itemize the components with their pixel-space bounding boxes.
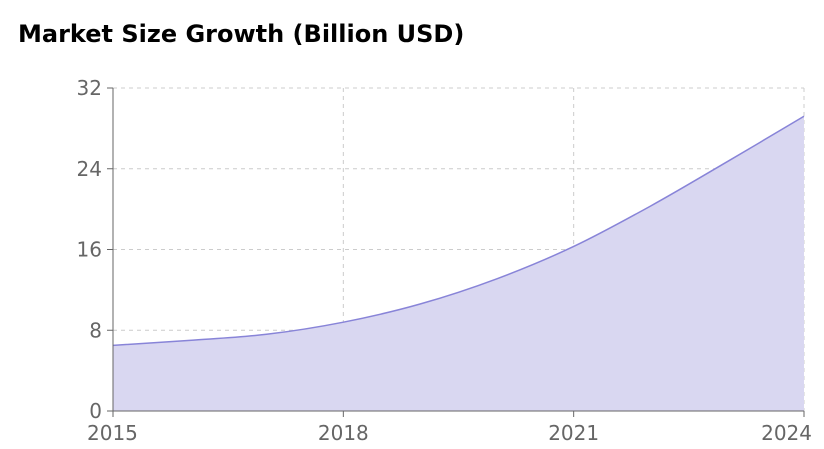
x-tick-label-3: 2024 xyxy=(761,421,812,445)
y-tick-label-3: 24 xyxy=(77,157,102,181)
series-line xyxy=(112,115,805,347)
y-tick-label-0: 0 xyxy=(89,399,102,423)
y-tick-label-4: 32 xyxy=(77,76,102,100)
y-tick-label-2: 16 xyxy=(77,238,102,262)
chart-title: Market Size Growth (Billion USD) xyxy=(18,20,465,48)
series-area xyxy=(113,116,804,411)
x-tick-label-2: 2021 xyxy=(548,421,599,445)
y-tick-label-1: 8 xyxy=(89,318,102,342)
x-tick-label-0: 2015 xyxy=(87,421,138,445)
x-tick-label-1: 2018 xyxy=(318,421,369,445)
